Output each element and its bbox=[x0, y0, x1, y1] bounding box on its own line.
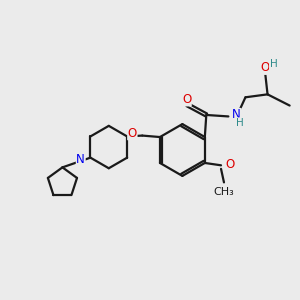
Text: H: H bbox=[236, 118, 244, 128]
Text: N: N bbox=[76, 153, 85, 166]
Text: CH₃: CH₃ bbox=[214, 187, 234, 197]
Text: O: O bbox=[226, 158, 235, 171]
Text: O: O bbox=[128, 127, 137, 140]
Text: N: N bbox=[232, 109, 241, 122]
Text: O: O bbox=[261, 61, 270, 74]
Text: H: H bbox=[270, 59, 277, 69]
Text: O: O bbox=[182, 93, 191, 106]
